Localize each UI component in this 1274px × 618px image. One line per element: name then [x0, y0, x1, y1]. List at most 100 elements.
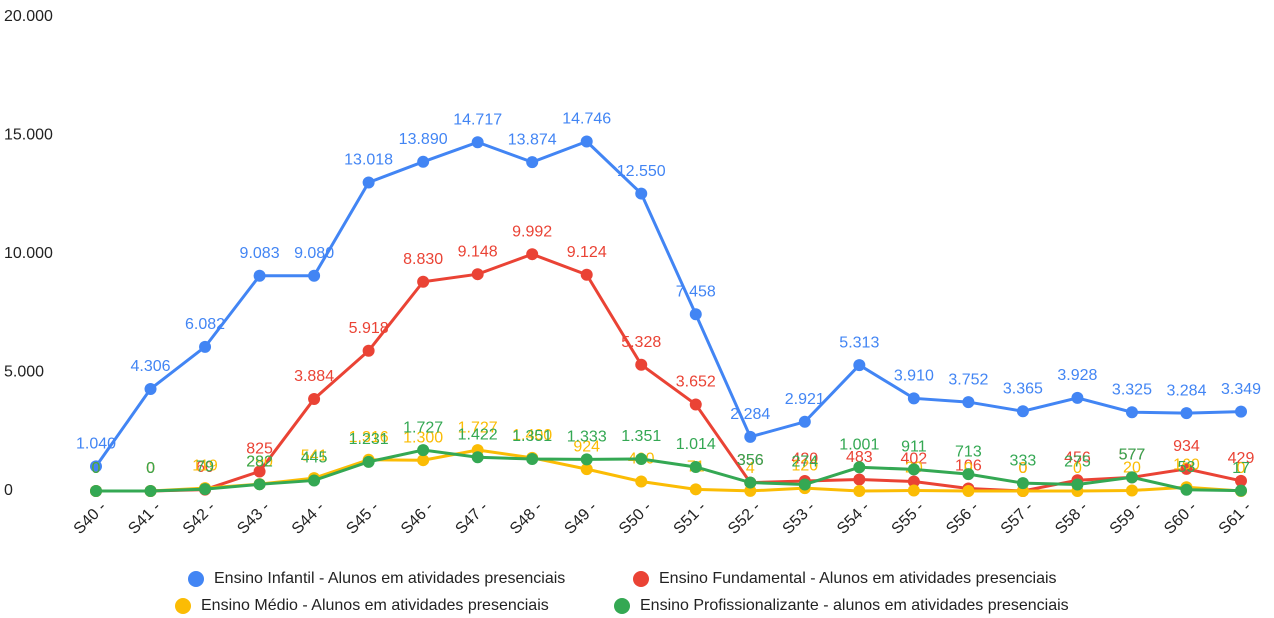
data-label: 1.400: [512, 427, 552, 444]
point: [308, 392, 321, 405]
data-label: 1.300: [403, 429, 443, 446]
data-label: 713: [955, 443, 982, 460]
data-label: 282: [246, 454, 273, 471]
point: [471, 268, 484, 281]
y-tick-label: 15.000: [4, 127, 53, 144]
data-label: 0: [92, 460, 101, 477]
point: [1071, 391, 1084, 404]
data-label: 0: [92, 460, 101, 477]
point: [635, 452, 648, 465]
series-line: [96, 252, 1242, 493]
x-tick-label: S54 -: [834, 499, 873, 538]
data-label: 924: [573, 438, 600, 455]
point: [907, 475, 920, 488]
point: [744, 476, 757, 489]
data-label: 0: [146, 460, 155, 477]
x-tick-label: S61 -: [1216, 499, 1255, 538]
point: [144, 485, 157, 497]
point: [362, 176, 375, 189]
x-tick-label: S52 -: [725, 499, 764, 538]
point: [526, 156, 539, 169]
data-label: 356: [737, 452, 764, 469]
point: [526, 248, 539, 261]
point: [580, 135, 593, 148]
data-label: 9.080: [294, 245, 334, 262]
data-label: 420: [791, 450, 818, 467]
data-label: 13.874: [508, 131, 557, 148]
y-tick-label: 5.000: [4, 364, 44, 381]
point: [907, 484, 920, 497]
data-label: 0: [1018, 460, 1027, 477]
data-label: 456: [1064, 449, 1091, 466]
x-tick-label: S57 -: [998, 499, 1037, 538]
data-label: 9.124: [567, 244, 607, 261]
data-label: 1.001: [839, 436, 879, 453]
data-label: 429: [1228, 450, 1255, 467]
point: [798, 415, 811, 428]
point: [1125, 406, 1138, 419]
data-label: 911: [901, 439, 927, 456]
x-tick-label: S40 -: [71, 499, 110, 538]
point: [308, 269, 321, 282]
x-tick-label: S58 -: [1052, 499, 1091, 538]
data-label: 1.316: [349, 429, 389, 446]
x-tick-label: S43 -: [234, 499, 273, 538]
data-label: 934: [1173, 438, 1200, 455]
data-label: 3.325: [1112, 381, 1152, 398]
legend-label: Ensino Infantil - Alunos em atividades p…: [214, 570, 565, 587]
point: [144, 382, 157, 395]
data-label: 333: [1010, 452, 1037, 469]
data-label: 577: [1119, 447, 1146, 464]
data-label: 13.890: [399, 131, 448, 148]
point: [417, 454, 430, 467]
point: [962, 485, 975, 497]
series-line: [96, 448, 1242, 493]
x-tick-label: S51 -: [671, 499, 710, 538]
data-label: 106: [955, 458, 982, 475]
data-label: 3.652: [676, 374, 716, 391]
point: [635, 475, 648, 488]
point: [417, 444, 430, 457]
data-label: 3.365: [1003, 380, 1043, 397]
x-tick-label: S59 -: [1107, 499, 1146, 538]
data-label: 483: [846, 449, 873, 466]
y-tick-label: 20.000: [4, 8, 53, 25]
point: [689, 308, 702, 321]
point: [90, 460, 102, 473]
point: [417, 155, 430, 168]
data-label: 274: [791, 454, 818, 471]
data-label: 1.351: [621, 428, 661, 445]
data-label: 0: [1237, 460, 1246, 477]
point: [853, 473, 866, 486]
point: [199, 483, 212, 496]
x-tick-label: S50 -: [616, 499, 655, 538]
point: [1235, 405, 1247, 418]
data-label: 1.333: [567, 429, 607, 446]
point: [962, 468, 975, 481]
point: [471, 451, 484, 464]
data-label: 6.082: [185, 316, 225, 333]
legend-marker: [175, 598, 191, 614]
data-label: 4: [746, 460, 755, 477]
point: [853, 359, 866, 372]
data-label: 1.422: [458, 427, 498, 444]
point: [1016, 477, 1029, 490]
x-tick-label: S41 -: [125, 499, 164, 538]
point: [907, 463, 920, 476]
series-line: [94, 139, 1242, 468]
point: [744, 484, 757, 497]
legend-label: Ensino Profissionalizante - alunos em at…: [640, 597, 1069, 614]
point: [689, 398, 702, 411]
data-label: 20: [1123, 460, 1141, 477]
data-label: 7.458: [676, 283, 716, 300]
point: [1125, 471, 1138, 484]
x-tick-label: S44 -: [289, 499, 328, 538]
point: [689, 483, 702, 496]
legend-marker: [614, 598, 630, 614]
data-label: 4.306: [131, 358, 171, 375]
x-tick-label: S56 -: [943, 499, 982, 538]
point: [580, 268, 593, 281]
x-tick-label: S47 -: [452, 499, 491, 538]
point: [199, 340, 212, 353]
